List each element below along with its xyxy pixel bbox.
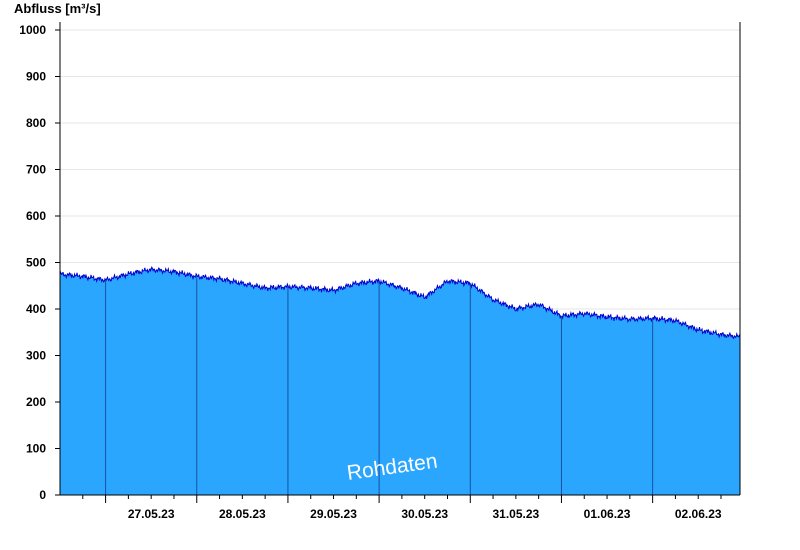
y-tick-label-300: 300	[26, 349, 46, 363]
y-axis-label: Abfluss [m³/s]	[14, 1, 101, 16]
y-tick-label-600: 600	[26, 209, 46, 223]
day-separators	[105, 276, 654, 495]
y-tick-label-700: 700	[26, 163, 46, 177]
x-tick-label-2: 29.05.23	[310, 507, 357, 521]
x-tick-label-0: 27.05.23	[128, 507, 175, 521]
x-ticks: 27.05.23 28.05.23 29.05.23 30.05.23 31.05.23…	[82, 495, 722, 521]
y-ticks: 0 100 200 300 400 500 600 700 800 900 1000	[19, 23, 60, 502]
y-tick-label-0: 0	[39, 488, 46, 502]
y-tick-label-100: 100	[26, 442, 46, 456]
axes	[59, 22, 741, 496]
y-tick-label-400: 400	[26, 302, 46, 316]
x-tick-label-5: 01.06.23	[584, 507, 631, 521]
discharge-area	[60, 267, 740, 495]
discharge-line	[59, 265, 741, 340]
y-tick-label-500: 500	[26, 256, 46, 270]
x-tick-label-3: 30.05.23	[401, 507, 448, 521]
y-tick-label-800: 800	[26, 116, 46, 130]
x-tick-label-1: 28.05.23	[219, 507, 266, 521]
x-tick-label-4: 31.05.23	[493, 507, 540, 521]
x-tick-label-6: 02.06.23	[675, 507, 722, 521]
y-tick-label-200: 200	[26, 395, 46, 409]
y-tick-label-900: 900	[26, 70, 46, 84]
y-tick-label-1000: 1000	[19, 23, 46, 37]
